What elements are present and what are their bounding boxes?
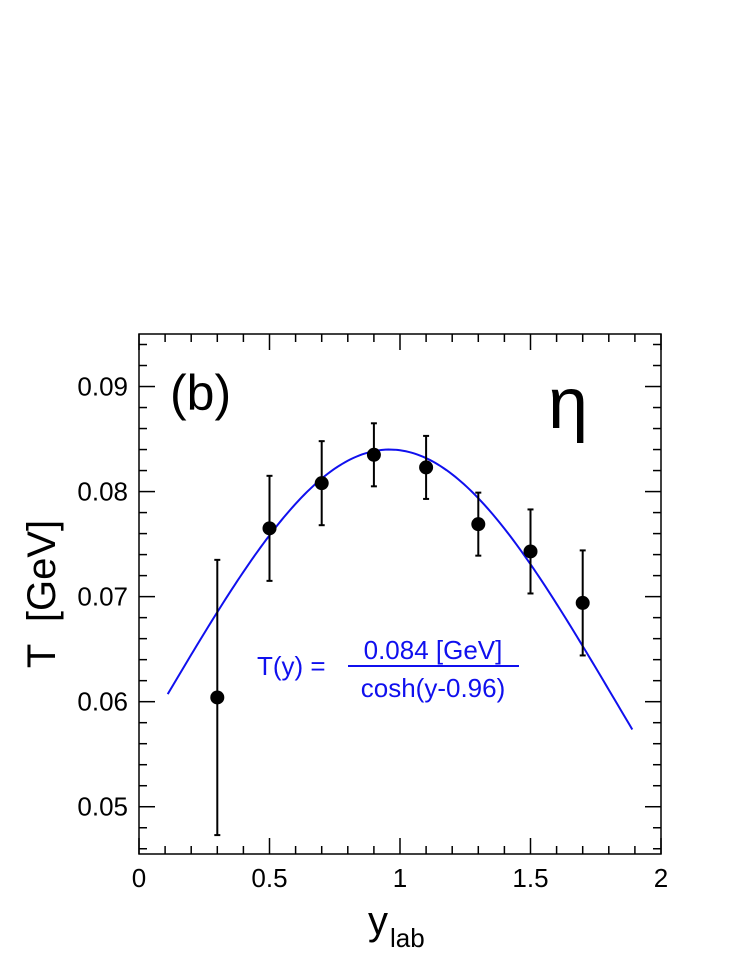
data-point [523, 544, 538, 559]
x-tick-label: 0.5 [251, 863, 287, 893]
y-tick-label: 0.09 [77, 372, 128, 402]
particle-label: η [548, 364, 588, 444]
y-tick-label: 0.07 [77, 582, 128, 612]
fit-curve [166, 448, 634, 730]
fit-formula-lhs: T(y) = [257, 651, 326, 681]
x-tick-labels: 0 0.5 1 1.5 2 [132, 863, 668, 893]
x-tick-label: 1.5 [512, 863, 548, 893]
x-axis-title: y [368, 899, 388, 943]
data-point [210, 690, 225, 705]
data-point [419, 460, 434, 475]
data-point [314, 476, 329, 491]
x-tick-label: 2 [654, 863, 668, 893]
x-axis-title-subscript: lab [390, 923, 425, 953]
y-tick-labels: 0.05 0.06 0.07 0.08 0.09 [77, 372, 128, 822]
data-points [210, 447, 590, 705]
y-axis-ticks [139, 343, 661, 850]
data-point [575, 595, 590, 610]
fit-formula-denominator: cosh(y-0.96) [361, 673, 506, 703]
data-point [471, 517, 486, 532]
error-bars [214, 422, 586, 837]
data-point [262, 521, 277, 536]
x-tick-label: 1 [393, 863, 407, 893]
y-axis-title: T [GeV] [20, 520, 64, 668]
x-axis-ticks [138, 334, 662, 854]
y-tick-label: 0.08 [77, 477, 128, 507]
y-tick-label: 0.06 [77, 687, 128, 717]
x-tick-label: 0 [132, 863, 146, 893]
y-tick-label: 0.05 [77, 792, 128, 822]
data-point [366, 447, 381, 462]
fit-formula: T(y) = 0.084 [GeV] cosh(y-0.96) [257, 635, 519, 703]
panel-label: (b) [170, 365, 231, 421]
fit-formula-numerator: 0.084 [GeV] [364, 635, 503, 665]
